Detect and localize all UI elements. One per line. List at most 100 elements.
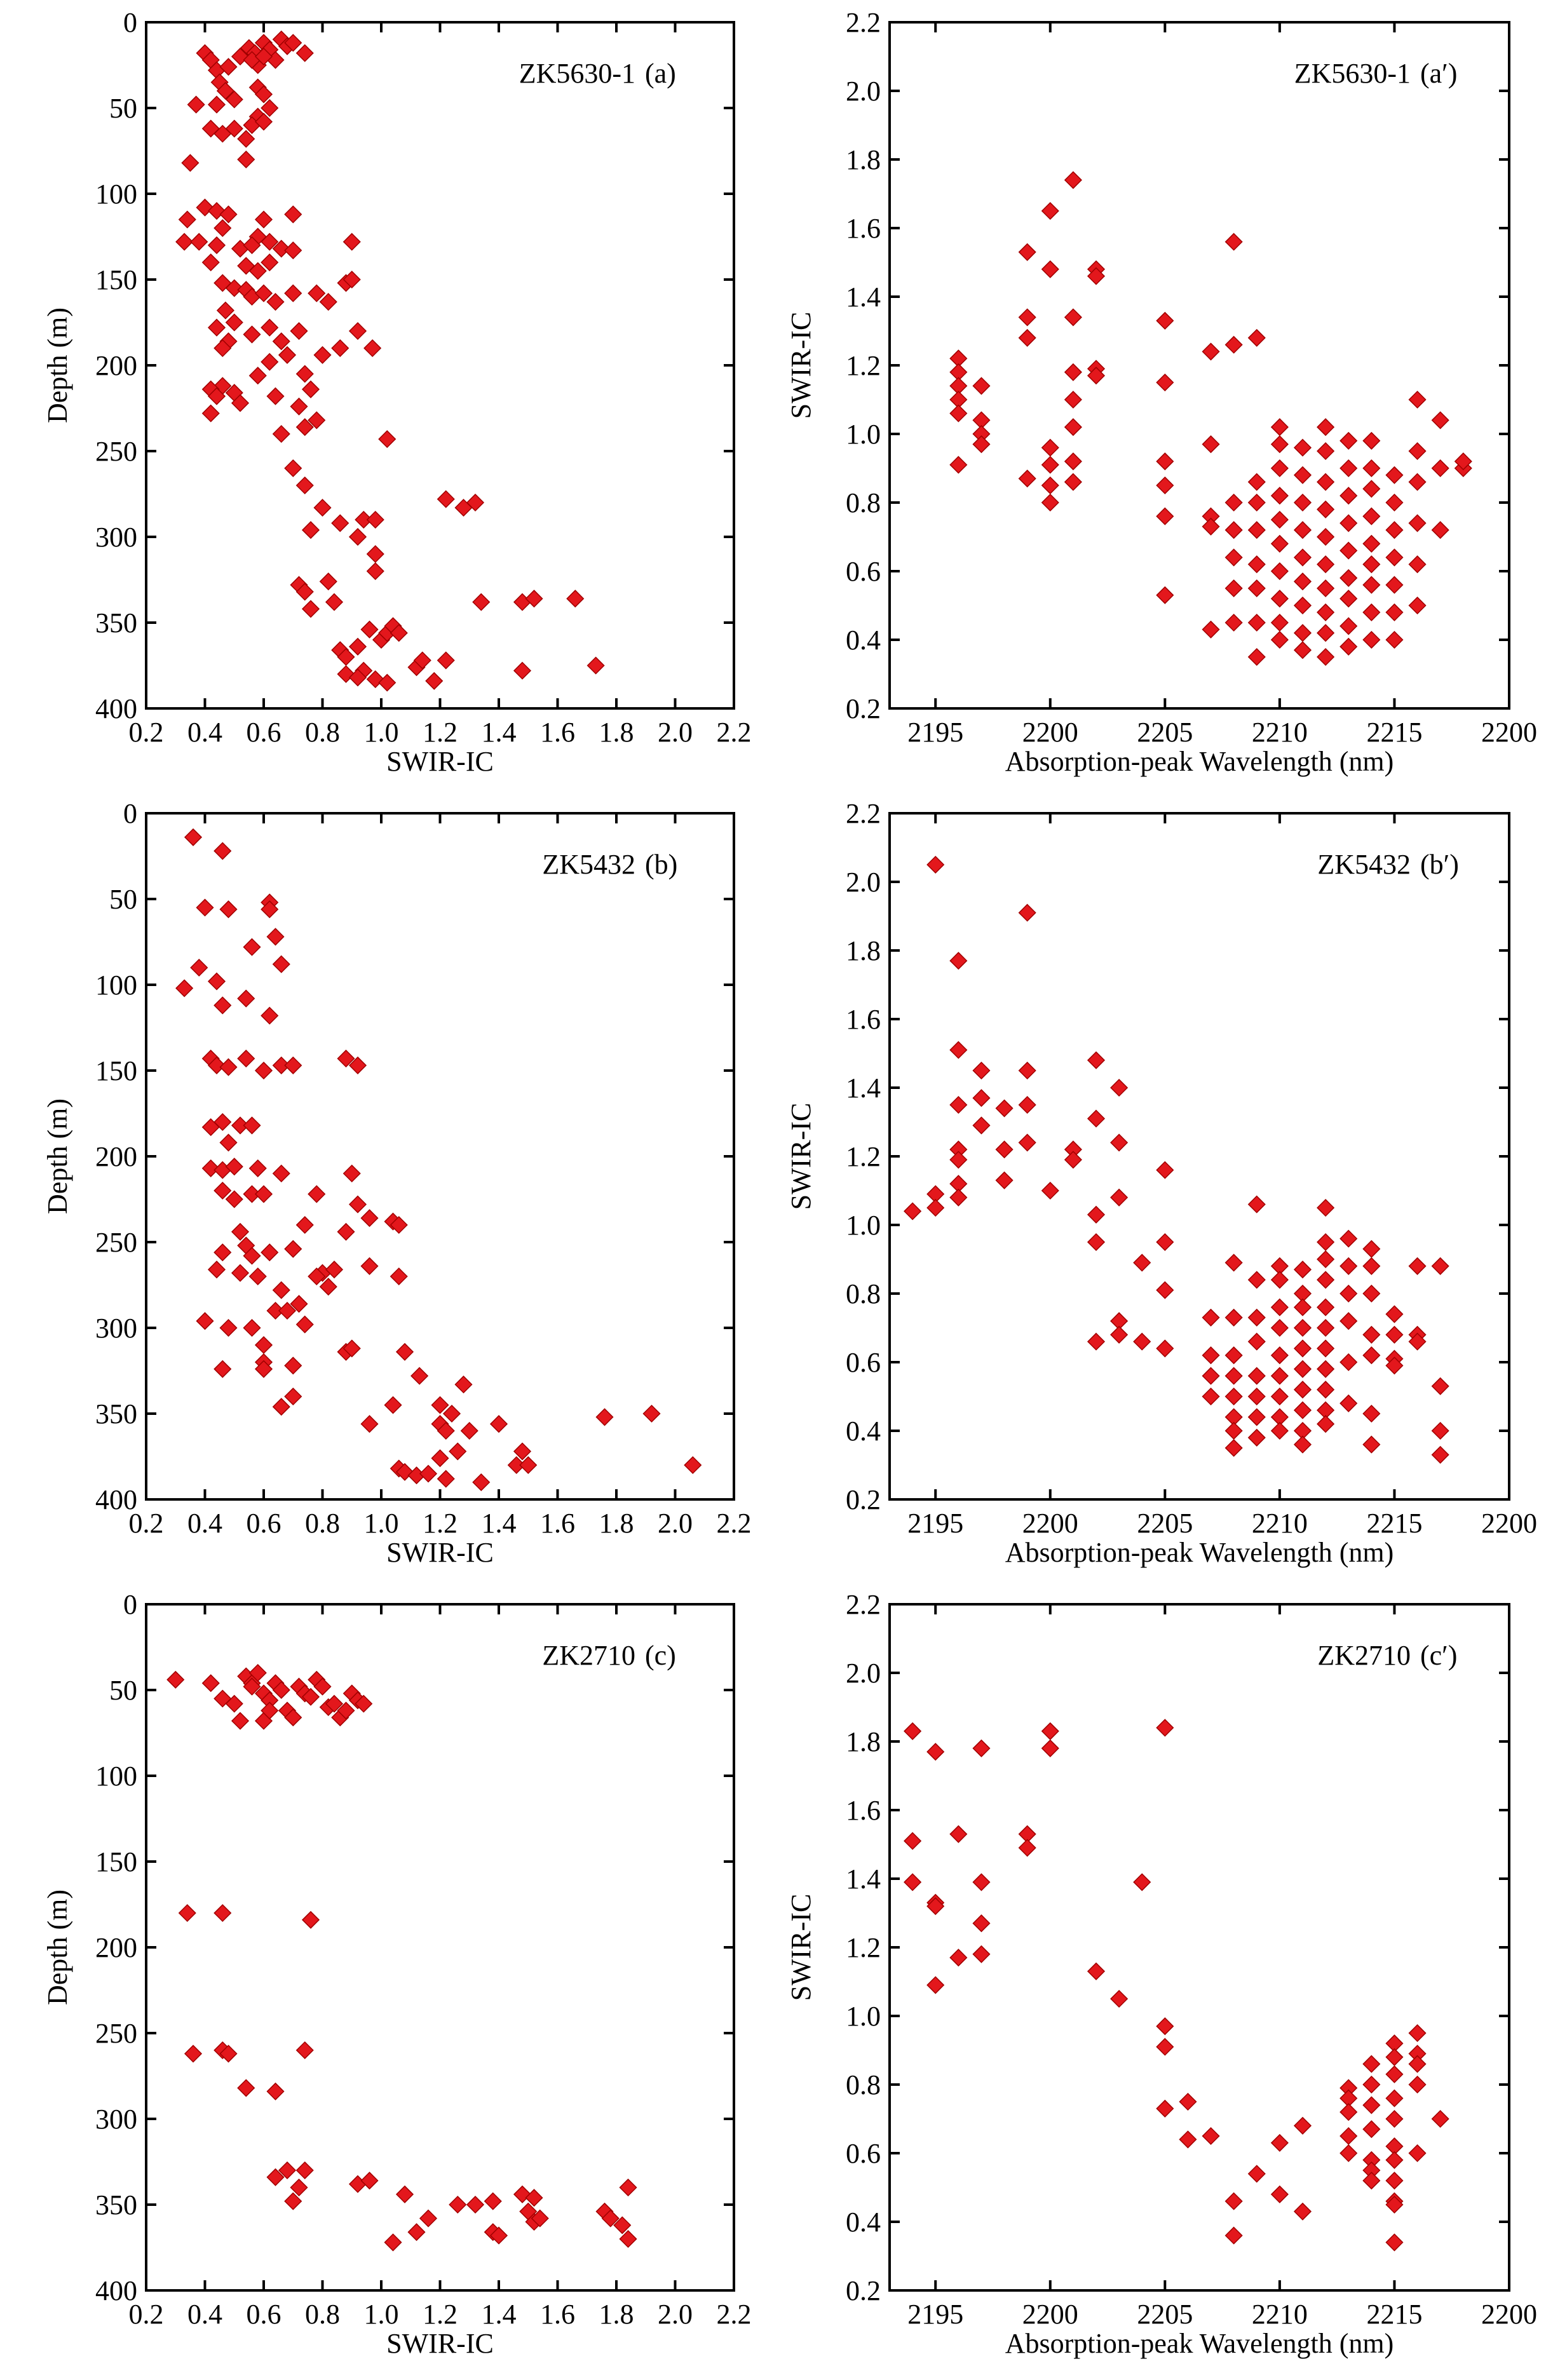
data-point [926, 855, 945, 874]
y-tick-label: 100 [95, 970, 137, 1001]
data-point [1385, 603, 1404, 621]
data-point [1224, 1346, 1243, 1365]
data-point [1339, 2144, 1358, 2163]
data-point [261, 1006, 279, 1025]
panel-b-prime: 2195 2200 2205 2210 2215 2200 0.2 0.4 0.6 0.8 1.0 1… [785, 798, 1537, 1568]
data-point [1385, 1305, 1404, 1323]
data-point [231, 394, 250, 412]
panel-title: ZK5432 [1317, 849, 1411, 880]
data-point [601, 2209, 620, 2228]
data-point [949, 1949, 968, 1967]
data-point [219, 900, 238, 919]
data-point [949, 1151, 968, 1169]
data-point [348, 668, 367, 687]
data-point [290, 1295, 308, 1313]
data-point [1247, 613, 1266, 632]
x-tick-label: 2195 [907, 717, 963, 748]
data-point [395, 1342, 414, 1361]
y-tick-label: 400 [95, 2275, 137, 2306]
data-point [1270, 2185, 1289, 2203]
data-point [1317, 418, 1335, 436]
data-point [1385, 2065, 1404, 2083]
x-tick-label: 2.0 [658, 2299, 693, 2330]
y-tick-label: 2.2 [846, 1589, 881, 1620]
data-point [184, 828, 203, 846]
data-point [1247, 1387, 1266, 1406]
data-point [1385, 2151, 1404, 2169]
data-point [1385, 521, 1404, 539]
data-point [295, 583, 314, 601]
data-point [219, 1133, 238, 1152]
data-point [472, 1473, 491, 1492]
data-point [301, 1687, 320, 1706]
y-tick-label: 0.2 [846, 2275, 881, 2306]
data-point [272, 1164, 290, 1183]
data-point [219, 1058, 238, 1076]
panel-tag: (c′) [1420, 1640, 1457, 1671]
data-point [1156, 311, 1174, 330]
data-point [1224, 335, 1243, 354]
data-point [196, 1312, 214, 1330]
x-tick-label: 2215 [1366, 1508, 1422, 1539]
x-tick-label: 2.2 [717, 717, 752, 748]
data-point [243, 325, 261, 344]
data-point [301, 380, 320, 398]
data-point [284, 1387, 302, 1406]
data-point [1133, 1332, 1151, 1351]
data-point [1339, 487, 1358, 505]
data-point [207, 318, 226, 337]
data-point [507, 1456, 526, 1475]
x-tick-label: 0.2 [129, 2299, 164, 2330]
data-point [1270, 613, 1289, 632]
x-tick-label: 2210 [1252, 1508, 1308, 1539]
data-point [1064, 452, 1082, 471]
data-point [378, 673, 397, 692]
data-point [184, 2045, 203, 2063]
data-point [219, 1318, 238, 1337]
data-point [248, 262, 267, 280]
data-point [207, 236, 226, 255]
data-point [1431, 521, 1449, 539]
data-point [1385, 2048, 1404, 2066]
data-point [642, 1404, 661, 1423]
data-point [214, 996, 232, 1015]
data-point [190, 958, 208, 977]
data-point [360, 1209, 379, 1227]
data-point [342, 233, 361, 251]
data-point [1041, 260, 1059, 278]
data-point [972, 377, 991, 395]
data-point [1431, 411, 1449, 429]
data-point [214, 1360, 232, 1378]
data-point [1362, 576, 1381, 594]
y-tick-label: 350 [95, 1398, 137, 1430]
data-point [175, 233, 194, 251]
panel-a: 0.2 0.4 0.6 0.8 1.0 1.2 1.4 1.6 1.8 2.0 2.2 0 50 100 1… [42, 7, 752, 777]
data-point [207, 95, 226, 114]
data-point [1293, 1298, 1312, 1316]
data-point [166, 1670, 185, 1689]
x-tick-label: 2210 [1252, 717, 1308, 748]
data-point [284, 1356, 302, 1375]
data-point [1018, 470, 1036, 488]
data-point [261, 900, 279, 919]
data-point [1041, 476, 1059, 495]
data-point [248, 1663, 267, 1682]
data-point [342, 270, 361, 289]
data-point [342, 1339, 361, 1358]
y-tick-label: 1.8 [846, 1726, 881, 1757]
data-point [1431, 1445, 1449, 1464]
data-point [1018, 1133, 1036, 1152]
x-axis-label: Absorption-peak Wavelength (nm) [1005, 2328, 1394, 2359]
data-point [1339, 541, 1358, 560]
x-tick-label: 2200 [1481, 717, 1537, 748]
y-tick-label: 1.0 [846, 419, 881, 450]
x-tick-label: 1.8 [599, 1508, 634, 1539]
data-point [1293, 2202, 1312, 2221]
data-point [466, 2195, 485, 2214]
data-point [178, 210, 196, 229]
data-point [390, 624, 408, 642]
data-point [278, 2161, 297, 2180]
data-point [284, 241, 302, 260]
x-tick-label: 2200 [1022, 1508, 1078, 1539]
